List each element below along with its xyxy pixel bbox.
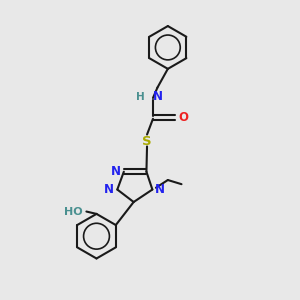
- Text: O: O: [179, 111, 189, 124]
- Text: N: N: [104, 183, 114, 196]
- Text: N: N: [155, 183, 165, 196]
- Text: H: H: [136, 92, 145, 101]
- Text: S: S: [142, 135, 152, 148]
- Text: N: N: [153, 90, 163, 103]
- Text: N: N: [111, 165, 121, 178]
- Text: HO: HO: [64, 206, 82, 217]
